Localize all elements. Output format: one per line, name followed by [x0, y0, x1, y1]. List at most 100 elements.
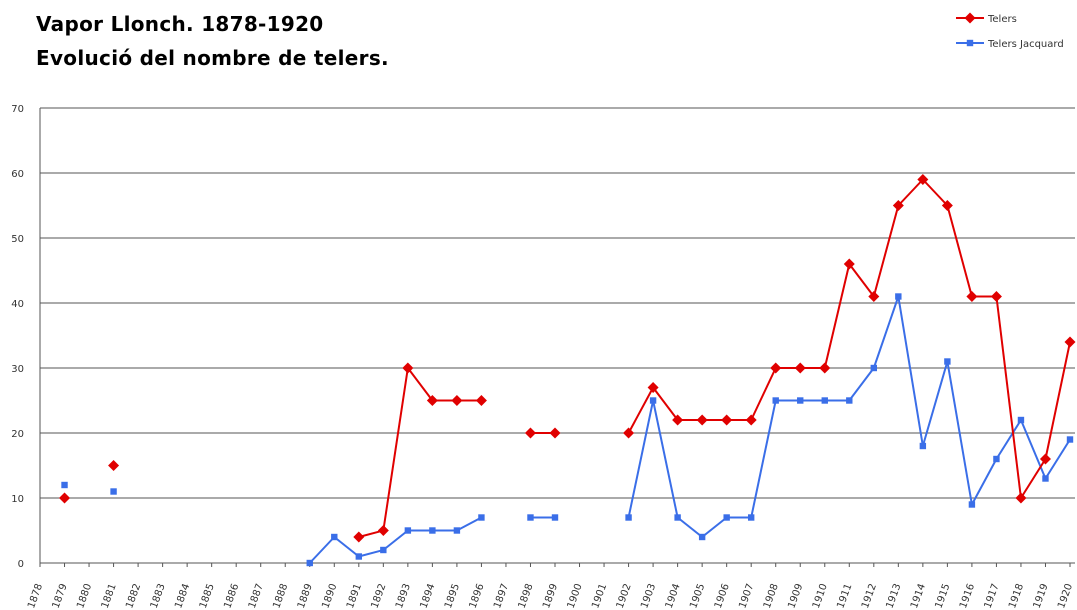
data-point [868, 291, 880, 302]
legend: Telers Telers Jacquard [956, 12, 1064, 50]
x-tick-label: 1912 [860, 582, 879, 610]
series-line-segment [946, 361, 973, 505]
x-tick-label: 1908 [762, 582, 781, 610]
x-tick-label: 1909 [786, 582, 805, 610]
data-point [1042, 475, 1049, 482]
x-tick-label: 1905 [688, 582, 707, 610]
x-tick-label: 1898 [517, 582, 536, 610]
data-point [478, 514, 485, 521]
legend-item: Telers [956, 12, 1017, 25]
x-tick-labels: 1878 1879 1880 1881 1882 1883 1884 1885 1886 1887… [26, 582, 1075, 610]
series-line-segment [652, 386, 679, 421]
x-tick-label: 1879 [51, 582, 70, 610]
data-point [870, 364, 878, 372]
series-line-segment [872, 205, 900, 297]
series-line-segment [750, 400, 777, 518]
x-tick-label: 1892 [369, 582, 388, 610]
x-tick-label: 1883 [149, 582, 168, 610]
y-tick-label: 50 [11, 234, 24, 245]
data-point [821, 397, 828, 404]
chart-title: Vapor Llonch. 1878-1920 [36, 12, 324, 36]
data-point [429, 527, 436, 534]
series-line-segment [358, 549, 384, 558]
data-point [966, 39, 974, 47]
x-tick-label: 1885 [198, 582, 217, 610]
series-line-segment [872, 296, 900, 369]
data-point [108, 460, 120, 471]
data-point [721, 414, 733, 426]
data-point [1066, 436, 1074, 443]
data-point [110, 488, 117, 495]
series-line-segment [333, 536, 360, 558]
x-tick-label: 1887 [247, 582, 266, 610]
data-point [770, 362, 782, 374]
x-tick-label: 1881 [100, 582, 119, 610]
data-point [674, 514, 681, 521]
data-point [426, 395, 438, 406]
x-tick-label: 1895 [443, 582, 462, 610]
x-tick-label: 1913 [884, 582, 903, 610]
x-tick-label: 1918 [1007, 582, 1026, 610]
x-tick-label: 1890 [320, 582, 339, 610]
y-tick-label: 70 [11, 104, 24, 115]
x-tick-label: 1891 [345, 582, 364, 610]
data-point [1039, 453, 1051, 465]
x-tick-label: 1920 [1056, 582, 1075, 610]
data-point [475, 395, 487, 406]
data-point [404, 527, 412, 534]
series-line-segment [627, 400, 655, 518]
data-point [990, 291, 1002, 302]
series-telers [59, 174, 1076, 543]
data-point [451, 395, 463, 406]
series-line-segment [407, 367, 434, 402]
x-tick-label: 1897 [492, 582, 511, 610]
data-point [895, 293, 902, 300]
x-tick-label: 1878 [26, 582, 45, 610]
x-tick-label: 1914 [909, 582, 928, 610]
data-point [794, 362, 806, 374]
data-point [819, 362, 831, 374]
data-point [380, 546, 387, 554]
x-tick-label: 1903 [639, 582, 658, 610]
data-point [846, 397, 853, 404]
data-point [772, 397, 779, 404]
data-point [919, 442, 927, 450]
x-tick-label: 1893 [394, 582, 413, 610]
series-line-segment [823, 263, 851, 369]
x-tick-label: 1919 [1032, 582, 1051, 610]
data-point [892, 200, 904, 211]
x-tick-label: 1906 [713, 582, 732, 610]
y-tick-label: 40 [11, 299, 24, 310]
series-line-segment [652, 400, 679, 518]
data-point [527, 514, 534, 521]
data-point [698, 533, 706, 541]
series-line-segment [971, 458, 998, 505]
series-line-segment [921, 361, 949, 447]
series-line-segment [382, 529, 409, 551]
series-line-segment [1044, 438, 1071, 480]
legend-label: Telers [987, 14, 1017, 25]
data-point [647, 382, 659, 393]
legend-label: Telers Jacquard [987, 39, 1064, 50]
x-tick-label: 1916 [958, 582, 977, 610]
series-line-segment [1020, 419, 1047, 479]
data-point [625, 514, 632, 521]
series-line-segment [897, 178, 924, 207]
x-tick-label: 1902 [615, 582, 634, 610]
data-point [843, 258, 855, 270]
series-line-segment [922, 178, 949, 207]
x-tick-label: 1880 [75, 582, 94, 610]
legend-item: Telers Jacquard [956, 39, 1064, 50]
data-point [355, 553, 363, 560]
data-point [964, 12, 976, 24]
x-tick-label: 1911 [835, 582, 854, 610]
series-line-segment [456, 516, 482, 532]
data-point [623, 427, 635, 439]
series-telers-jacquard [61, 293, 1074, 567]
data-point [747, 514, 755, 521]
y-tick-label: 60 [11, 169, 24, 180]
chart-subtitle: Evolució del nombre de telers. [36, 46, 389, 70]
series-line-segment [946, 205, 973, 297]
series-line-segment [1044, 341, 1071, 460]
